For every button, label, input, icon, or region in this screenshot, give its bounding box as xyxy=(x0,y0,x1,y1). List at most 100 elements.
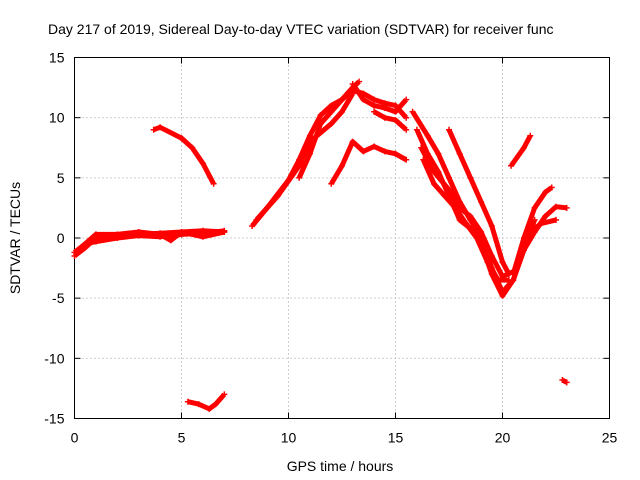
x-tick-label: 0 xyxy=(71,430,79,446)
data-point xyxy=(339,162,345,169)
data-point xyxy=(317,112,324,119)
data-point xyxy=(92,238,99,245)
data-point xyxy=(77,244,84,251)
data-point xyxy=(184,398,191,405)
data-point xyxy=(178,229,185,235)
data-point xyxy=(403,156,410,163)
data-point xyxy=(392,117,399,124)
series-line-8 xyxy=(296,87,409,179)
data-point xyxy=(559,377,566,383)
data-point xyxy=(253,216,260,223)
data-point xyxy=(221,391,228,398)
data-point xyxy=(306,132,313,139)
data-point xyxy=(249,223,256,229)
data-point xyxy=(418,144,425,151)
data-point xyxy=(360,148,367,155)
data-point xyxy=(296,174,303,181)
data-point xyxy=(484,259,491,266)
data-point xyxy=(413,126,420,133)
data-point xyxy=(467,174,474,181)
y-tick-label: 15 xyxy=(49,50,65,66)
data-point xyxy=(339,108,345,115)
chart-title: Day 217 of 2019, Sidereal Day-to-day VTE… xyxy=(48,21,554,37)
axis-ticks: 0 5 10 15 20 25 15 10 5 0 -5 -10 -15 xyxy=(44,50,617,446)
data-point xyxy=(356,78,363,85)
data-point xyxy=(527,229,534,235)
y-tick-label: -10 xyxy=(44,350,64,366)
y-tick-label: -15 xyxy=(44,411,64,427)
data-point xyxy=(296,162,303,169)
data-point xyxy=(403,96,410,103)
x-tick-label: 10 xyxy=(281,430,297,446)
data-point xyxy=(520,247,527,253)
series-line-5 xyxy=(187,392,227,412)
data-point xyxy=(392,102,399,109)
data-point xyxy=(463,220,470,227)
x-tick-label: 25 xyxy=(602,430,618,446)
data-point xyxy=(195,401,202,408)
data-point xyxy=(505,277,512,284)
data-point xyxy=(189,144,196,151)
data-point xyxy=(446,186,452,193)
data-point xyxy=(495,277,502,284)
data-point xyxy=(199,233,206,240)
y-tick-label: 5 xyxy=(57,170,65,186)
y-axis-label: SDTVAR / TECUs xyxy=(7,182,23,294)
data-point xyxy=(403,126,410,133)
data-point xyxy=(478,229,485,235)
data-point xyxy=(381,114,388,121)
data-point xyxy=(212,401,219,408)
data-point xyxy=(371,102,378,109)
series-line-7 xyxy=(254,92,355,222)
data-point xyxy=(71,249,78,256)
data-point xyxy=(328,102,335,109)
data-point xyxy=(431,180,437,187)
data-point xyxy=(467,213,474,220)
data-point xyxy=(420,156,427,163)
data-point xyxy=(473,235,480,241)
data-point xyxy=(478,198,485,205)
data-point xyxy=(446,174,452,181)
data-point xyxy=(317,120,324,127)
data-point xyxy=(274,192,281,199)
data-point xyxy=(499,292,506,299)
data-point xyxy=(92,231,99,238)
data-point xyxy=(520,235,527,241)
data-point xyxy=(339,96,345,103)
data-point xyxy=(553,216,559,223)
data-point xyxy=(392,150,399,157)
data-point xyxy=(553,203,559,210)
data-point xyxy=(328,180,335,187)
data-point xyxy=(520,144,527,151)
data-point xyxy=(157,231,164,238)
data-series xyxy=(71,78,570,412)
data-point xyxy=(499,259,506,266)
data-point xyxy=(371,96,378,103)
data-point xyxy=(431,168,437,175)
data-point xyxy=(563,379,570,386)
data-point xyxy=(349,81,356,87)
data-point xyxy=(381,105,388,111)
data-point xyxy=(328,108,335,115)
data-point xyxy=(456,150,463,157)
data-point xyxy=(381,148,388,155)
data-point xyxy=(409,108,416,115)
data-point xyxy=(221,229,228,235)
data-point xyxy=(206,405,213,412)
series-line-10 xyxy=(350,82,409,115)
data-point xyxy=(360,96,367,103)
data-point xyxy=(371,143,378,150)
data-point xyxy=(371,108,378,115)
x-axis-label: GPS time / hours xyxy=(287,458,394,474)
series-line-17 xyxy=(509,134,533,168)
data-point xyxy=(452,204,459,211)
data-point xyxy=(531,204,538,211)
y-tick-label: 10 xyxy=(49,110,65,126)
data-point xyxy=(538,220,544,227)
data-point xyxy=(488,223,495,229)
series-line-11 xyxy=(372,109,408,132)
series-line-4 xyxy=(152,124,216,185)
data-point xyxy=(306,150,313,157)
data-point xyxy=(328,120,335,127)
